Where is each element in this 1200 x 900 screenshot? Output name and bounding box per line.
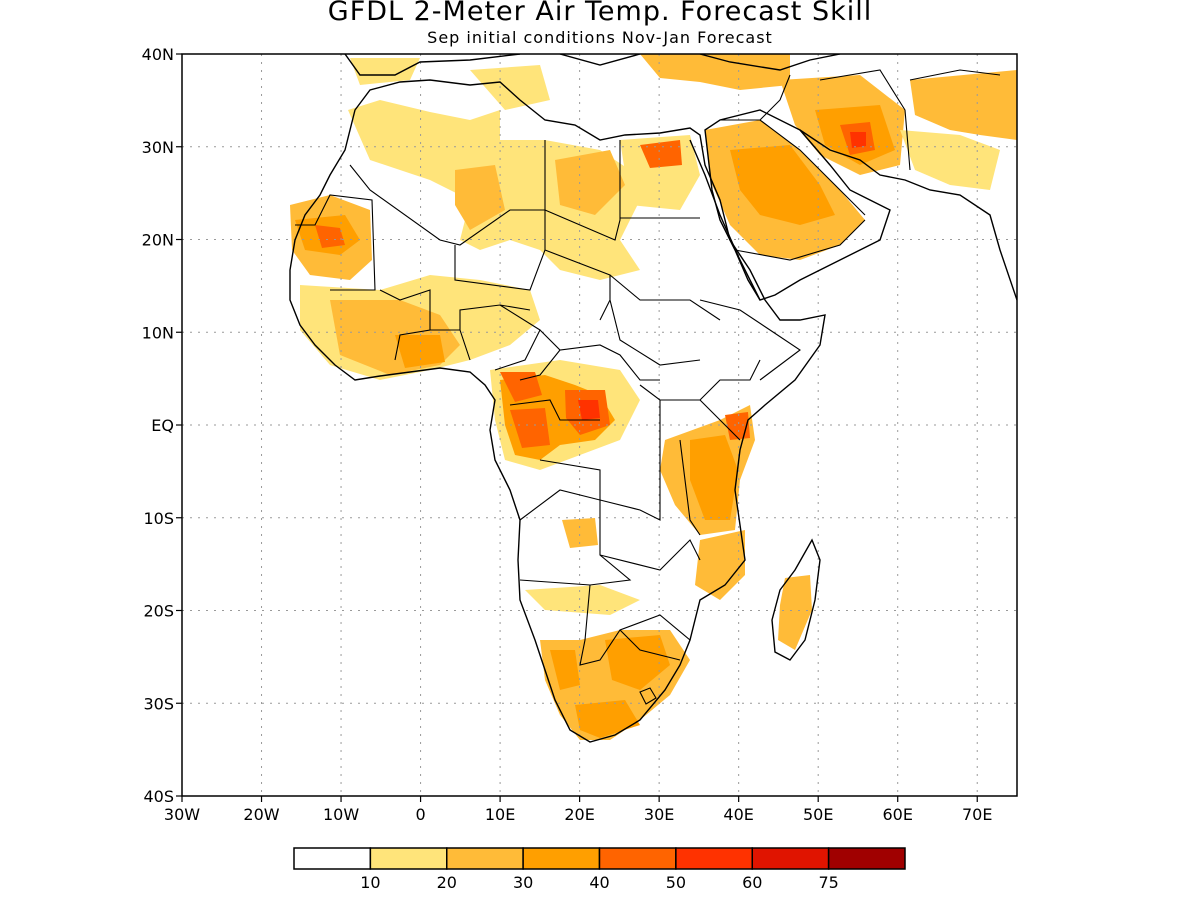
lat-tick-label-5: 10S: [143, 509, 174, 528]
shade-namibia-band: [525, 585, 640, 615]
latitude-labels: 40N 30N 20N 10N EQ 10S 20S 30S 40S: [142, 45, 182, 806]
colorbar: 10 20 30 40 50 60 75: [293, 847, 906, 892]
border-drc: [539, 384, 661, 521]
border-lesotho: [639, 687, 657, 705]
border-ethiopia: [699, 299, 801, 381]
border-mauritania: [295, 194, 376, 291]
shade-libya: [555, 150, 625, 215]
border-west-africa: [379, 289, 531, 361]
colorbar-swatch-7: [827, 847, 906, 870]
longitude-labels: 30W 20W 10W 0 10E 20E 30E 40E 50E 60E 70E: [164, 796, 992, 824]
shade-mauritania-peak: [315, 225, 345, 248]
coastlines: [289, 54, 1017, 743]
colorbar-swatch-6: [751, 847, 830, 870]
colorbar-swatch-0: [293, 847, 372, 870]
border-nigeria: [494, 304, 541, 371]
lon-tick-label-0: 30W: [164, 805, 200, 824]
colorbar-swatch-4: [598, 847, 677, 870]
colorbar-swatch-1: [369, 847, 448, 870]
lon-tick-label-8: 50E: [803, 805, 833, 824]
lat-tick-label-6: 20S: [143, 602, 174, 621]
lon-tick-label-2: 10W: [323, 805, 359, 824]
colorbar-swatch-2: [446, 847, 524, 870]
lat-tick-label-7: 30S: [143, 694, 174, 713]
lon-tick-label-3: 0: [415, 805, 425, 824]
border-sudan: [609, 274, 721, 366]
shade-cameroon: [500, 372, 542, 402]
lon-tick-label-6: 30E: [644, 805, 674, 824]
colorbar-label-6: 75: [818, 873, 838, 892]
lon-tick-label-10: 70E: [962, 805, 992, 824]
shade-arabia-mid: [730, 145, 835, 225]
lon-tick-label-7: 40E: [723, 805, 753, 824]
shade-guinea: [395, 335, 445, 368]
shade-congo-peak: [578, 400, 600, 420]
shade-angola-spot: [562, 518, 598, 548]
border-southern: [579, 584, 691, 666]
border-middle-east: [720, 69, 1001, 216]
lat-tick-label-8: 40S: [143, 787, 174, 806]
lat-tick-label-0: 40N: [142, 45, 174, 64]
shade-sahara-interior: [455, 165, 505, 230]
shade-gabon: [510, 408, 550, 448]
border-zambia: [599, 539, 701, 571]
colorbar-label-3: 40: [589, 873, 609, 892]
shade-iran-peak: [850, 132, 866, 148]
colorbar-label-4: 50: [666, 873, 686, 892]
shade-central-asia-light: [900, 130, 1000, 190]
iran-coastline: [799, 129, 1017, 301]
shade-south-africa-mid: [605, 635, 670, 690]
lon-tick-label-4: 10E: [485, 805, 515, 824]
colorbar-label-5: 60: [742, 873, 762, 892]
lat-tick-label-3: 10N: [142, 323, 174, 342]
europe-coastline: [344, 54, 841, 76]
shade-south-africa-high: [550, 650, 580, 690]
shade-kenya: [725, 412, 750, 440]
africa-coastline: [289, 79, 826, 743]
map-title: GFDL 2-Meter Air Temp. Forecast Skill: [327, 0, 873, 27]
shade-morocco: [350, 58, 420, 85]
shade-tanzania: [690, 435, 738, 520]
colorbar-swatch-5: [675, 847, 753, 870]
shade-morocco-2: [470, 65, 550, 110]
skill-shading: [290, 54, 1017, 740]
lon-tick-label-1: 20W: [243, 805, 279, 824]
shade-mediterranean: [640, 54, 790, 90]
border-saudi: [734, 219, 866, 261]
shade-madagascar: [778, 575, 812, 650]
lon-tick-label-5: 20E: [564, 805, 594, 824]
shade-mozambique: [695, 530, 745, 600]
border-central-africa: [509, 329, 660, 421]
shade-central-asia: [910, 70, 1017, 140]
border-east-africa: [660, 359, 761, 536]
colorbar-label-2: 30: [513, 873, 533, 892]
lat-tick-label-4: EQ: [151, 416, 174, 435]
map-subtitle: Sep initial conditions Nov-Jan Forecast: [427, 28, 773, 47]
lat-tick-label-1: 30N: [142, 138, 174, 157]
madagascar-coastline: [771, 538, 821, 661]
colorbar-label-0: 10: [360, 873, 380, 892]
colorbar-swatch-3: [522, 847, 601, 870]
lon-tick-label-9: 60E: [882, 805, 912, 824]
national-borders: [295, 69, 1001, 705]
colorbar-label-1: 20: [437, 873, 457, 892]
border-libya: [544, 140, 621, 241]
shade-cape: [575, 700, 640, 738]
red-sea-coast: [689, 139, 761, 301]
border-niger-chad: [454, 210, 611, 321]
lat-tick-label-2: 20N: [142, 231, 174, 250]
